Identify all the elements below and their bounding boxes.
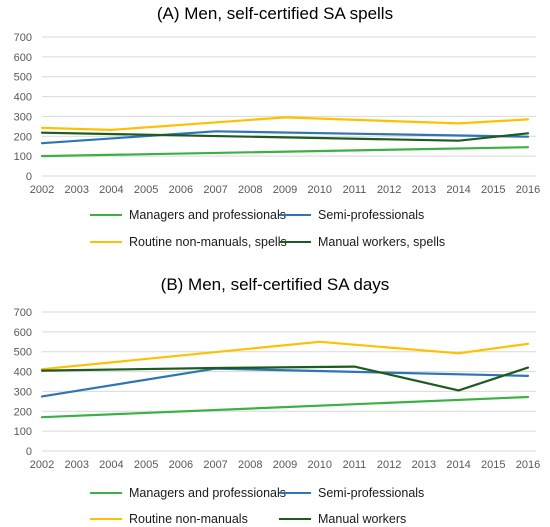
chart-panel-b: (B) Men, self-certified SA days 0 100 200 3… xyxy=(0,267,550,527)
series-line-manual-workers-spells xyxy=(40,131,530,142)
x-tick-label: 2015 xyxy=(481,184,505,196)
chart-title: (B) Men, self-certified SA days xyxy=(160,275,390,294)
x-tick-label: 2009 xyxy=(273,184,297,196)
legend-item-routine: Routine non-manuals xyxy=(90,512,248,526)
plot-area: 0 100 200 300 400 500 600 700 2002 2003 2004 2005 20… xyxy=(14,32,541,196)
x-tick-label: 2010 xyxy=(307,459,331,471)
legend-swatch xyxy=(90,240,122,244)
y-tick-label: 600 xyxy=(14,52,32,64)
y-tick-label: 0 xyxy=(26,171,32,183)
x-tick-label: 2011 xyxy=(343,459,367,471)
x-tick-label: 2015 xyxy=(481,459,505,471)
x-tick-label: 2016 xyxy=(516,184,540,196)
x-tick-label: 2007 xyxy=(203,459,227,471)
x-tick-label: 2016 xyxy=(516,459,540,471)
x-tick-label: 2013 xyxy=(412,459,436,471)
x-tick-label: 2014 xyxy=(446,184,470,196)
legend-swatch xyxy=(90,517,122,521)
x-tick-label: 2006 xyxy=(169,184,193,196)
y-tick-label: 700 xyxy=(14,32,32,44)
x-tick-label: 2004 xyxy=(99,459,123,471)
y-tick-label: 200 xyxy=(14,131,32,143)
legend-label: Routine non-manuals, spells xyxy=(129,235,287,249)
chart-panel-a: (A) Men, self-certified SA spells 0 100 20… xyxy=(0,0,550,262)
y-tick-label: 100 xyxy=(14,151,32,163)
series-line-routine-non-manuals-spells xyxy=(40,116,530,131)
y-tick-label: 500 xyxy=(14,72,32,84)
x-tick-label: 2006 xyxy=(169,459,193,471)
y-tick-label: 700 xyxy=(14,307,32,319)
series-line-manual-workers xyxy=(40,365,530,392)
legend-item-manual: Manual workers, spells xyxy=(279,235,445,249)
legend-item-routine: Routine non-manuals, spells xyxy=(90,235,287,249)
y-tick-label: 300 xyxy=(14,111,32,123)
x-tick-label: 2010 xyxy=(307,184,331,196)
legend-label: Manual workers xyxy=(318,512,407,526)
x-tick-label: 2008 xyxy=(238,184,262,196)
y-tick-label: 100 xyxy=(14,426,32,438)
x-tick-label: 2003 xyxy=(64,184,88,196)
legend-label: Manual workers, spells xyxy=(318,235,446,249)
legend-swatch xyxy=(279,240,311,244)
legend-swatch xyxy=(279,213,311,217)
series-line-managers-and-professionals xyxy=(40,395,530,419)
y-tick-label: 600 xyxy=(14,327,32,339)
x-tick-label: 2007 xyxy=(203,184,227,196)
chart-title: (A) Men, self-certified SA spells xyxy=(156,4,394,23)
legend-swatch xyxy=(90,213,122,217)
series-line-routine-non-manuals xyxy=(40,340,530,371)
legend-label: Managers and professionals xyxy=(129,486,287,500)
legend-item-semi-professionals: Semi-professionals xyxy=(279,208,424,222)
legend-item-managers: Managers and professionals xyxy=(90,486,286,500)
series-line-managers-and-professionals xyxy=(40,146,530,158)
x-tick-label: 2002 xyxy=(30,184,54,196)
y-tick-label: 500 xyxy=(14,347,32,359)
legend-label: Routine non-manuals xyxy=(129,512,248,526)
x-tick-label: 2005 xyxy=(134,459,158,471)
legend-swatch xyxy=(279,491,311,495)
y-tick-label: 400 xyxy=(14,367,32,379)
plot-area: 0 100 200 300 400 500 600 700 2002 2003 2004 2005 20… xyxy=(14,307,541,471)
x-tick-label: 2014 xyxy=(446,459,470,471)
series-line-semi-professionals xyxy=(40,130,530,145)
x-tick-label: 2013 xyxy=(412,184,436,196)
x-tick-label: 2009 xyxy=(273,459,297,471)
y-tick-label: 200 xyxy=(14,406,32,418)
x-tick-label: 2011 xyxy=(343,184,367,196)
legend-item-semi-professionals: Semi-professionals xyxy=(279,486,424,500)
legend-swatch xyxy=(279,517,311,521)
y-tick-label: 400 xyxy=(14,92,32,104)
x-tick-label: 2005 xyxy=(134,184,158,196)
legend-label: Semi-professionals xyxy=(318,486,425,500)
x-tick-label: 2004 xyxy=(99,184,123,196)
legend-item-managers: Managers and professionals xyxy=(90,208,286,222)
legend-swatch xyxy=(90,491,122,495)
y-tick-label: 0 xyxy=(26,446,32,458)
legend-label: Managers and professionals xyxy=(129,208,287,222)
y-tick-label: 300 xyxy=(14,386,32,398)
x-tick-label: 2012 xyxy=(377,459,401,471)
legend-label: Semi-professionals xyxy=(318,208,425,222)
x-tick-label: 2012 xyxy=(377,184,401,196)
series-line-semi-professionals xyxy=(40,367,530,398)
x-tick-label: 2002 xyxy=(30,459,54,471)
x-tick-label: 2008 xyxy=(238,459,262,471)
x-tick-label: 2003 xyxy=(64,459,88,471)
legend-item-manual: Manual workers xyxy=(279,512,406,526)
